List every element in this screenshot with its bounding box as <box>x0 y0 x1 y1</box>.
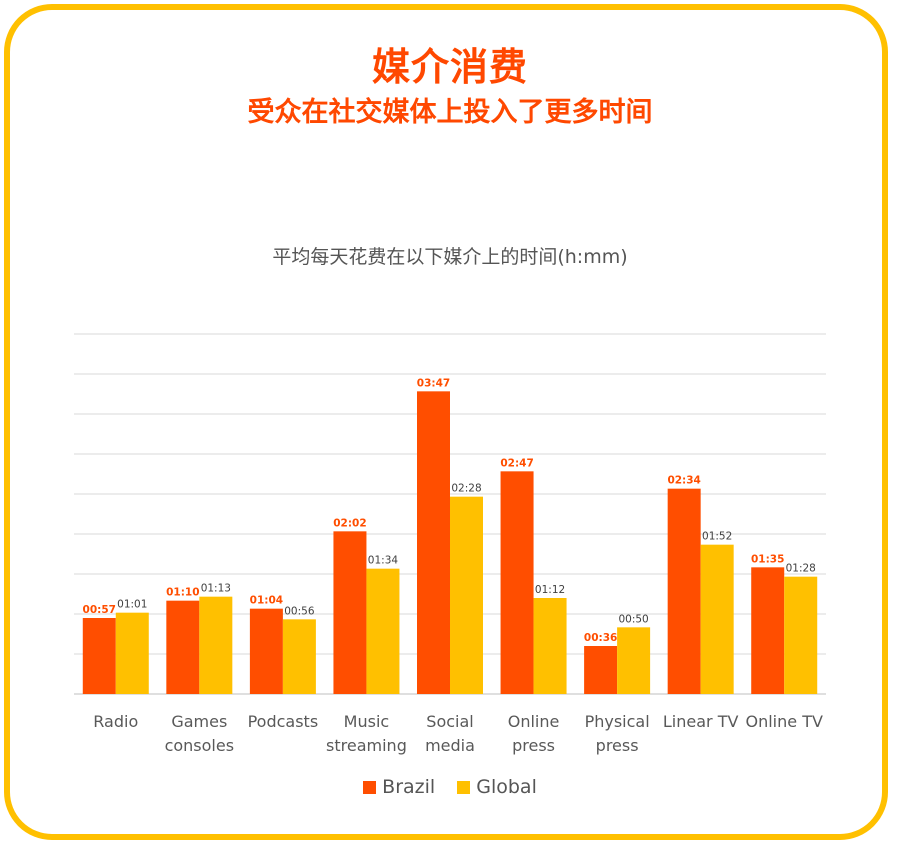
x-tick-label: Linear TV <box>663 712 739 731</box>
x-tick-label: Music <box>344 712 390 731</box>
bar-brazil <box>500 471 534 694</box>
x-tick-label: Radio <box>93 712 138 731</box>
bar-brazil <box>249 608 283 694</box>
x-tick-label: Online <box>508 712 560 731</box>
legend-label-brazil: Brazil <box>382 776 436 798</box>
data-label-brazil: 02:47 <box>500 457 533 469</box>
page-subtitle: 受众在社交媒体上投入了更多时间 <box>247 97 653 128</box>
data-label-brazil: 02:02 <box>333 517 366 529</box>
x-tick-label: Online TV <box>746 712 823 731</box>
data-label-brazil: 03:47 <box>417 377 450 389</box>
bar-global <box>199 596 233 694</box>
x-tick-label: Podcasts <box>248 712 319 731</box>
bar-brazil <box>417 391 450 694</box>
bar-global <box>784 576 818 694</box>
data-label-brazil: 02:34 <box>667 475 700 487</box>
bar-brazil <box>751 567 785 694</box>
bar-brazil <box>333 531 367 694</box>
page-title: 媒介消费 <box>371 45 528 89</box>
data-label-global: 00:50 <box>618 613 648 625</box>
legend-label-global: Global <box>476 776 537 798</box>
data-label-global: 01:13 <box>201 583 231 595</box>
data-label-brazil: 01:10 <box>166 587 199 599</box>
data-label-global: 00:56 <box>284 605 315 617</box>
data-label-global: 01:12 <box>535 584 565 596</box>
bar-global <box>617 627 651 694</box>
bar-brazil <box>667 488 701 694</box>
data-label-global: 02:28 <box>451 483 481 495</box>
data-label-brazil: 00:57 <box>83 604 116 616</box>
data-label-global: 01:01 <box>117 599 147 611</box>
bars <box>82 391 818 694</box>
data-label-brazil: 00:36 <box>584 632 617 644</box>
x-tick-label: Physical <box>585 712 650 731</box>
bar-global <box>450 496 483 694</box>
legend: Brazil Global <box>0 776 900 799</box>
bar-global <box>115 612 149 694</box>
x-tick-label: consoles <box>165 736 234 755</box>
data-label-brazil: 01:35 <box>751 553 784 565</box>
data-label-global: 01:34 <box>368 555 399 567</box>
bar-brazil <box>166 600 200 694</box>
data-label-global: 01:28 <box>786 563 816 575</box>
x-tick-label: media <box>425 736 475 755</box>
legend-item-brazil: Brazil <box>363 776 435 798</box>
x-tick-label: Games <box>171 712 227 731</box>
data-label-brazil: 01:04 <box>250 595 283 607</box>
x-tick-label: press <box>596 736 639 755</box>
legend-swatch-global <box>457 780 471 794</box>
bar-global <box>282 619 316 694</box>
legend-swatch-brazil <box>363 780 377 794</box>
x-tick-label: streaming <box>326 736 407 755</box>
chart-title: 平均每天花费在以下媒介上的时间(h:mm) <box>272 246 628 268</box>
legend-item-global: Global <box>457 776 537 798</box>
data-label-global: 01:52 <box>702 531 732 543</box>
x-tick-label: Social <box>426 712 473 731</box>
x-tick-label: press <box>512 736 555 755</box>
bar-brazil <box>584 646 618 694</box>
bar-global <box>366 568 400 694</box>
bar-global <box>533 598 567 694</box>
x-axis-labels: Radio Games consoles Podcasts Music streaming… <box>93 712 823 755</box>
bar-global <box>700 544 734 694</box>
bar-brazil <box>82 618 116 694</box>
